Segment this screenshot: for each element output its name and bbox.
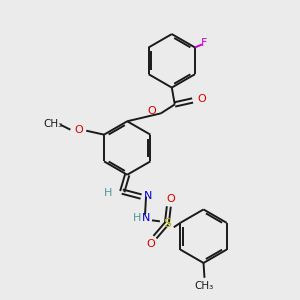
Text: H: H (133, 213, 141, 224)
Text: N: N (144, 190, 152, 201)
Text: O: O (147, 239, 155, 249)
Text: H: H (104, 188, 112, 198)
Text: CH₃: CH₃ (43, 119, 62, 129)
Text: O: O (167, 194, 175, 203)
Text: CH₃: CH₃ (195, 281, 214, 291)
Text: S: S (163, 217, 171, 230)
Text: N: N (142, 213, 150, 224)
Text: O: O (197, 94, 206, 104)
Text: F: F (201, 38, 207, 49)
Text: O: O (148, 106, 156, 116)
Text: O: O (74, 125, 83, 135)
